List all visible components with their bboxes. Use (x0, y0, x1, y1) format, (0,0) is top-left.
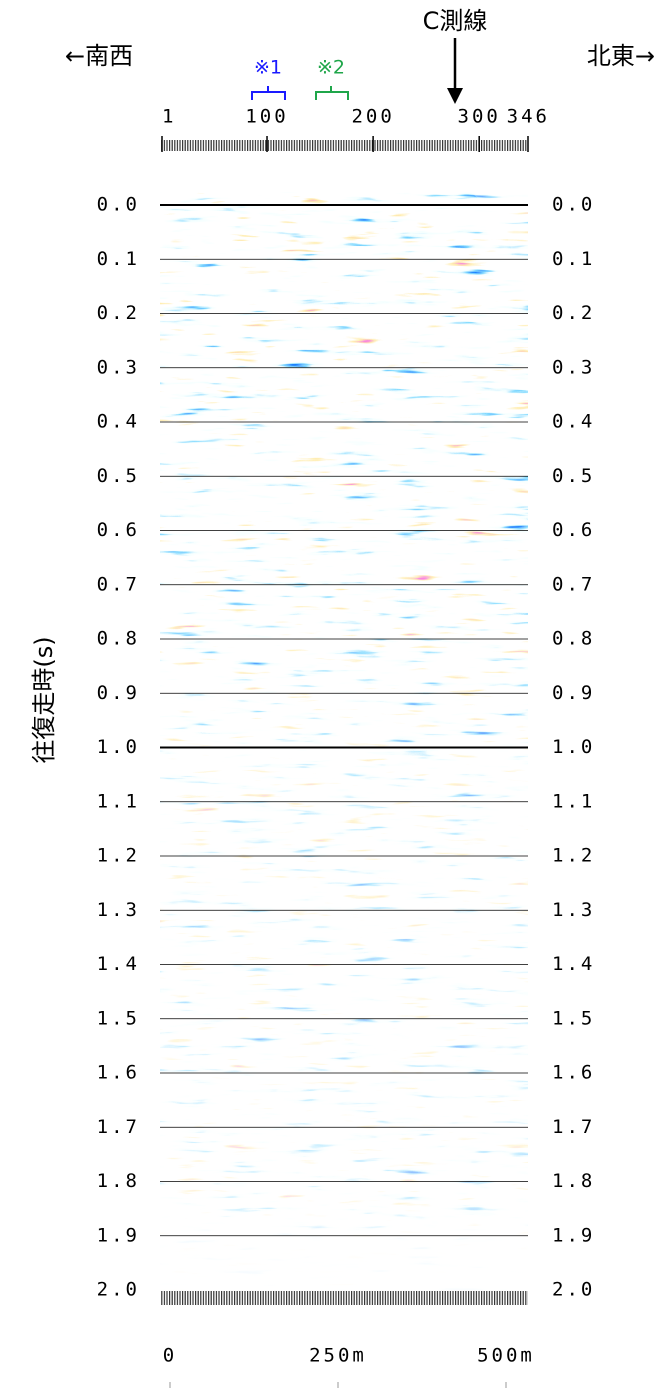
y-tick-label: 1.8 (97, 1170, 140, 1192)
arrow-head (447, 88, 463, 104)
y-tick-label: 1.4 (552, 953, 595, 975)
y-tick-label: 0.5 (97, 465, 140, 487)
y-tick-label: 2.0 (552, 1279, 595, 1301)
y-tick-label: 1.7 (97, 1116, 140, 1138)
y-tick-label: 0.8 (97, 628, 140, 650)
y-tick-label: 1.5 (552, 1007, 595, 1029)
y-tick-label: 0.4 (97, 411, 140, 433)
x-tick-label: 200 (351, 106, 394, 128)
y-tick-label: 0.2 (552, 302, 595, 324)
y-tick-label: 1.9 (97, 1224, 140, 1246)
chart-title: C測線 (423, 7, 488, 35)
y-tick-label: 1.4 (97, 953, 140, 975)
y-tick-label: 0.7 (552, 573, 595, 595)
bracket (315, 86, 349, 100)
y-tick-label: 0.0 (97, 194, 140, 216)
x-tick-label: 100 (245, 106, 288, 128)
annotation: ※1 (254, 57, 282, 79)
seismic-fade (160, 192, 528, 1290)
y-tick-label: 2.0 (97, 1279, 140, 1301)
direction-right: 北東→ (587, 42, 655, 70)
y-tick-label: 1.1 (552, 790, 595, 812)
y-tick-label: 1.0 (552, 736, 595, 758)
seismic-fade (470, 192, 528, 300)
trace-strip (160, 1291, 528, 1305)
y-tick-label: 0.8 (552, 628, 595, 650)
bracket (251, 86, 286, 100)
y-tick-label: 1.6 (552, 1062, 595, 1084)
y-tick-label: 0.5 (552, 465, 595, 487)
y-tick-label: 1.5 (97, 1007, 140, 1029)
y-tick-label: 1.3 (552, 899, 595, 921)
y-tick-label: 0.2 (97, 302, 140, 324)
y-tick-label: 0.3 (552, 356, 595, 378)
trace-strip (160, 140, 528, 151)
y-tick-label: 1.3 (97, 899, 140, 921)
y-tick-label: 1.1 (97, 790, 140, 812)
y-tick-label: 1.2 (552, 845, 595, 867)
y-tick-label: 0.7 (97, 573, 140, 595)
annotation: ※2 (317, 57, 345, 79)
x2-tick-label: 0 (163, 1345, 177, 1367)
x-tick-label: 346 (507, 106, 550, 128)
y-tick-label: 0.9 (97, 682, 140, 704)
x2-tick-label: 250m (309, 1345, 367, 1367)
y-tick-label: 0.1 (97, 248, 140, 270)
y-tick-label: 0.1 (552, 248, 595, 270)
x-tick-label: 300 (458, 106, 501, 128)
y-tick-label: 1.9 (552, 1224, 595, 1246)
y-tick-label: 0.0 (552, 194, 595, 216)
direction-left: ←南西 (65, 42, 133, 70)
y-tick-label: 1.6 (97, 1062, 140, 1084)
x-tick-label: 1 (162, 106, 176, 128)
y-tick-label: 1.0 (97, 736, 140, 758)
y-tick-label: 1.8 (552, 1170, 595, 1192)
y-tick-label: 0.6 (552, 519, 595, 541)
y-tick-label: 1.2 (97, 845, 140, 867)
y-tick-label: 0.6 (97, 519, 140, 541)
y-tick-label: 1.7 (552, 1116, 595, 1138)
x2-tick-label: 500m (477, 1345, 535, 1367)
y-axis-label: 往復走時(s) (30, 636, 58, 763)
y-tick-label: 0.3 (97, 356, 140, 378)
y-tick-label: 0.9 (552, 682, 595, 704)
y-tick-label: 0.4 (552, 411, 595, 433)
